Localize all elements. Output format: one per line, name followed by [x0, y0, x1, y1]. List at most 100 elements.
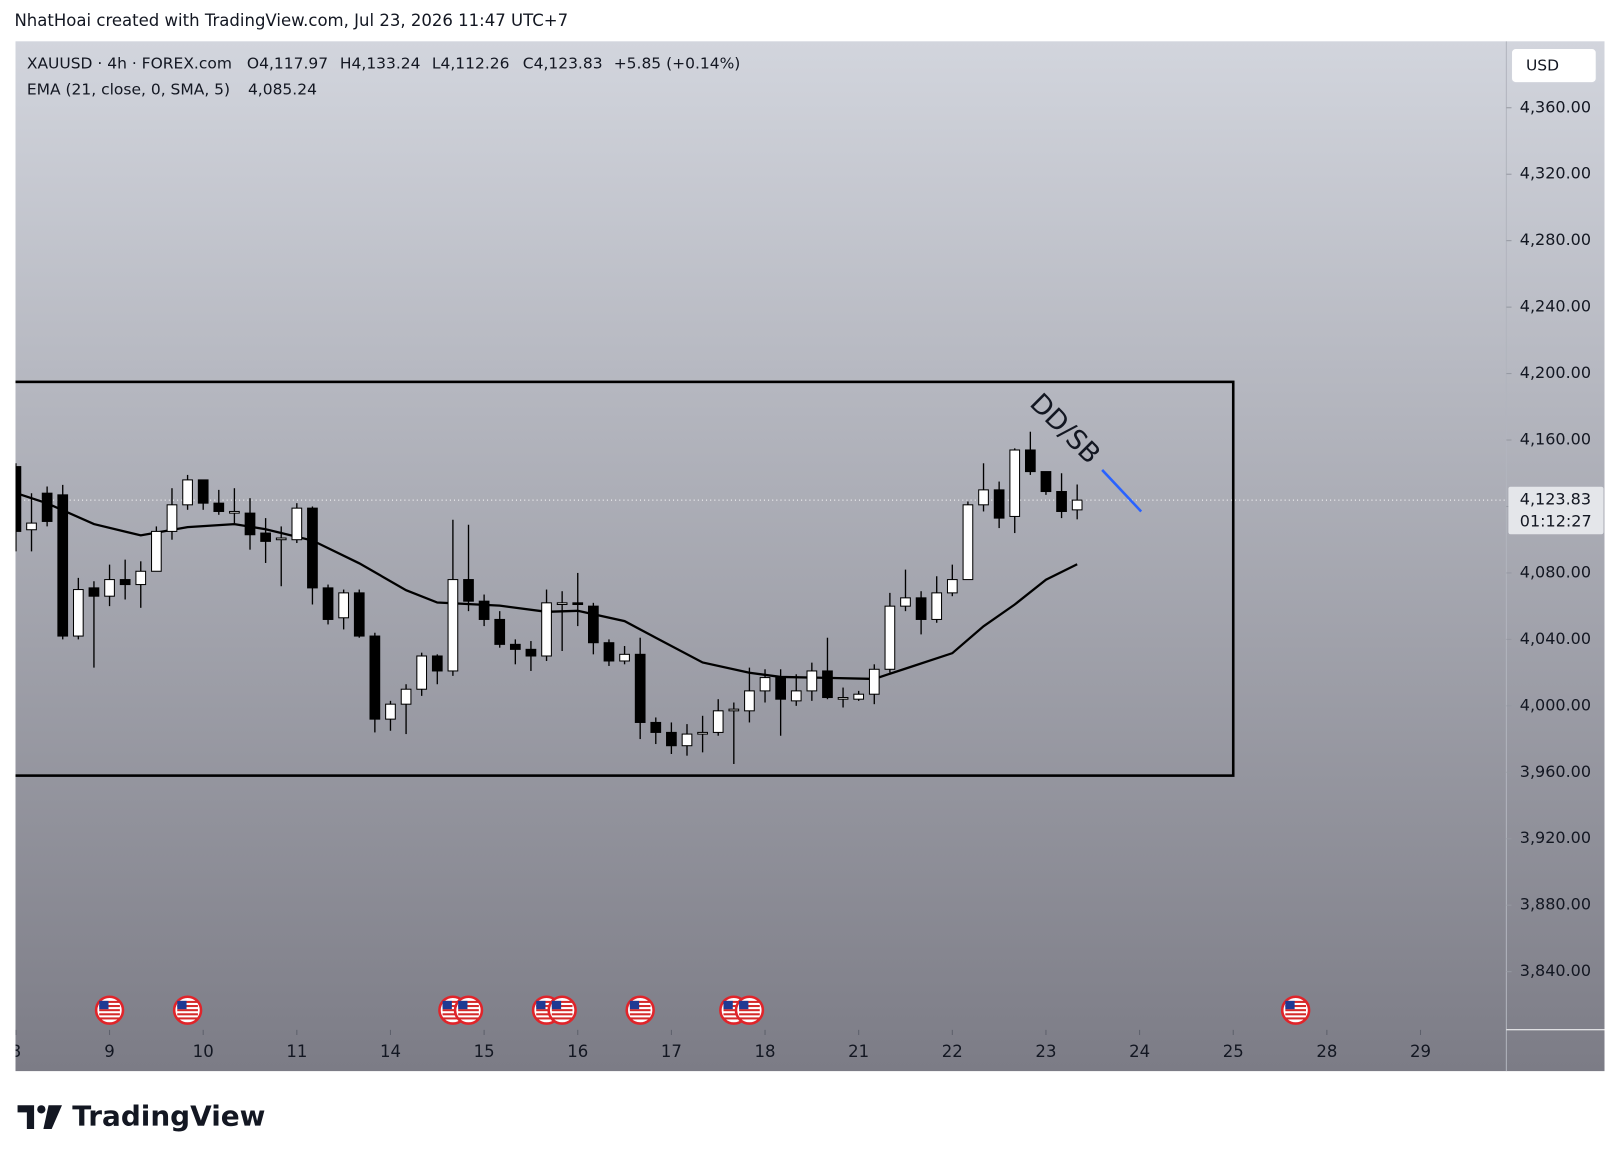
candle-body: [229, 510, 240, 514]
flag-stripe: [1285, 1009, 1306, 1012]
candle-body: [1040, 471, 1052, 493]
flag-stripe: [458, 1000, 479, 1003]
chart-background: [15, 41, 1605, 1072]
candle-body: [525, 648, 537, 657]
candle-body: [463, 579, 474, 602]
flag-canton: [442, 1000, 452, 1010]
y-tick-label: 4,280.00: [1520, 230, 1591, 249]
flag-stripe: [536, 1000, 557, 1003]
flag-stripe: [723, 1009, 745, 1012]
flag-stripe: [442, 1005, 464, 1008]
last-price-box: [1508, 486, 1604, 535]
candle-body: [1056, 491, 1067, 512]
flag-stripe: [536, 1005, 557, 1008]
flag-stripe: [1285, 1013, 1306, 1016]
event-flag: [94, 995, 125, 1025]
x-tick-label: 10: [193, 1042, 214, 1061]
flag-stripe: [629, 1017, 651, 1020]
candle-body: [712, 710, 724, 733]
y-tick-label: 4,320.00: [1520, 164, 1591, 183]
event-flag: [625, 995, 655, 1025]
flag-canton: [629, 1000, 640, 1010]
flag-stripe: [442, 1009, 464, 1012]
logo-shape: [17, 1105, 35, 1129]
flag-canton: [739, 1000, 749, 1010]
candle-body: [931, 592, 943, 620]
flag-stripe: [629, 1009, 651, 1012]
candle-body: [775, 677, 786, 700]
candle-body: [915, 597, 927, 620]
candle-body: [697, 731, 708, 735]
flag-stripe: [442, 1013, 464, 1016]
flag-stripe: [723, 1005, 745, 1008]
currency-label[interactable]: USD: [1526, 57, 1559, 75]
candle-body: [291, 507, 303, 541]
currency-button[interactable]: [1511, 48, 1597, 84]
flag-canton: [458, 1000, 468, 1010]
candle-body: [244, 512, 256, 536]
x-tick-label: 11: [286, 1042, 307, 1061]
legend-indicator: EMA (21, close, 0, SMA, 5): [27, 80, 230, 98]
x-tick-label: 25: [1223, 1042, 1244, 1061]
x-tick-label: 14: [380, 1042, 401, 1061]
flag-stripe: [723, 1000, 745, 1003]
legend-open: O4,117.97: [247, 55, 328, 73]
candle-body: [556, 602, 568, 606]
candle-body: [650, 721, 662, 733]
candle-body: [744, 690, 755, 712]
candle-body: [837, 697, 849, 700]
candle-body: [41, 492, 53, 522]
x-tick-label: 18: [755, 1042, 776, 1061]
candle-body: [57, 494, 69, 637]
flag-stripe: [551, 1017, 573, 1020]
x-tick-label: 28: [1316, 1042, 1337, 1061]
flag-stripe: [629, 1013, 651, 1016]
flag-stripe: [99, 1013, 120, 1016]
event-flag: [734, 995, 765, 1025]
candle-body: [509, 643, 521, 650]
candle-body: [1071, 499, 1083, 511]
candle-body: [260, 532, 271, 542]
legend-indicator-value: 4,085.24: [248, 80, 317, 98]
legend-high: H4,133.24: [340, 55, 421, 73]
y-tick-label: 4,040.00: [1520, 629, 1591, 648]
flag-stripe: [99, 1005, 120, 1008]
legend-symbol: XAUUSD · 4h · FOREX.com: [27, 55, 232, 73]
y-tick-label: 4,240.00: [1520, 297, 1591, 316]
flag-canton: [99, 1000, 109, 1010]
flag-stripe: [723, 1017, 745, 1020]
y-tick-label: 4,000.00: [1520, 695, 1591, 714]
x-tick-label: 29: [1410, 1042, 1431, 1061]
legend-close: C4,123.83: [523, 55, 603, 73]
flag-stripe: [629, 1005, 651, 1008]
candle-body: [884, 605, 896, 670]
flag-stripe: [177, 1000, 198, 1003]
flag-stripe: [629, 1000, 651, 1003]
flag-stripe: [739, 1005, 760, 1008]
legend-low: L4,112.26: [432, 55, 510, 73]
candle-body: [603, 642, 615, 662]
candle-body: [494, 618, 506, 645]
flag-stripe: [99, 1017, 120, 1020]
trendline: [1101, 469, 1143, 513]
range-box: [15, 380, 1235, 777]
candle-body: [634, 653, 646, 723]
flag-stripe: [1285, 1017, 1306, 1020]
flag-canton: [177, 1000, 187, 1010]
flag-stripe: [1285, 1005, 1306, 1008]
flag-stripe: [551, 1009, 573, 1012]
logo-mark: [17, 1105, 62, 1129]
candle-body: [962, 504, 974, 581]
candle-body: [588, 605, 599, 644]
x-tick-label: 22: [942, 1042, 963, 1061]
flag-canton: [536, 1000, 546, 1010]
candle-body: [868, 668, 880, 695]
candle-body: [822, 670, 833, 699]
candle-body: [322, 587, 334, 620]
flag-stripe: [177, 1013, 198, 1016]
candle-body: [369, 635, 381, 720]
candle-body: [88, 587, 100, 597]
event-flag: [1280, 995, 1311, 1025]
x-tick-label: 8: [11, 1042, 22, 1061]
flag-stripe: [458, 1005, 479, 1008]
